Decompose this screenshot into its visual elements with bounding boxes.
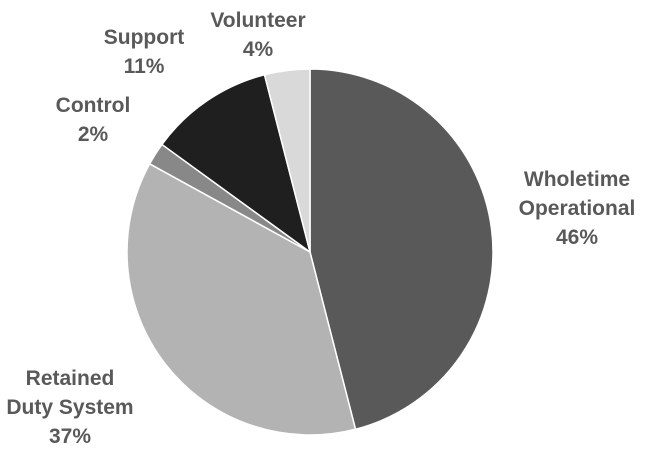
category-label: Control xyxy=(56,94,131,117)
slices-layer xyxy=(126,68,494,436)
category-label: Volunteer xyxy=(210,9,305,32)
pie-slice-support xyxy=(160,73,312,254)
percent-label: 46% xyxy=(556,226,598,249)
data-label-volunteer: Volunteer 4% xyxy=(210,9,305,61)
percent-label: 4% xyxy=(243,38,274,61)
percent-label: 11% xyxy=(124,55,165,78)
category-label: Wholetime xyxy=(524,168,630,191)
data-label-control: Control 2% xyxy=(56,94,131,146)
category-label: Duty System xyxy=(6,396,133,419)
percent-label: 37% xyxy=(49,425,91,448)
pie-slice-retained-duty-system xyxy=(126,162,357,436)
data-label-support: Support 11% xyxy=(104,26,184,78)
category-label: Retained xyxy=(26,367,115,390)
data-label-wholetime-operational: Wholetime Operational 46% xyxy=(519,168,636,249)
pie-slice-volunteer xyxy=(263,68,311,253)
data-label-retained-duty-system: Retained Duty System 37% xyxy=(6,367,133,448)
percent-label: 2% xyxy=(78,123,109,146)
category-label: Operational xyxy=(519,197,636,220)
category-label: Support xyxy=(104,26,184,49)
pie-slice-wholetime-operational xyxy=(309,68,494,431)
labels-layer: Wholetime Operational 46% Retained Duty Syst… xyxy=(6,9,635,448)
